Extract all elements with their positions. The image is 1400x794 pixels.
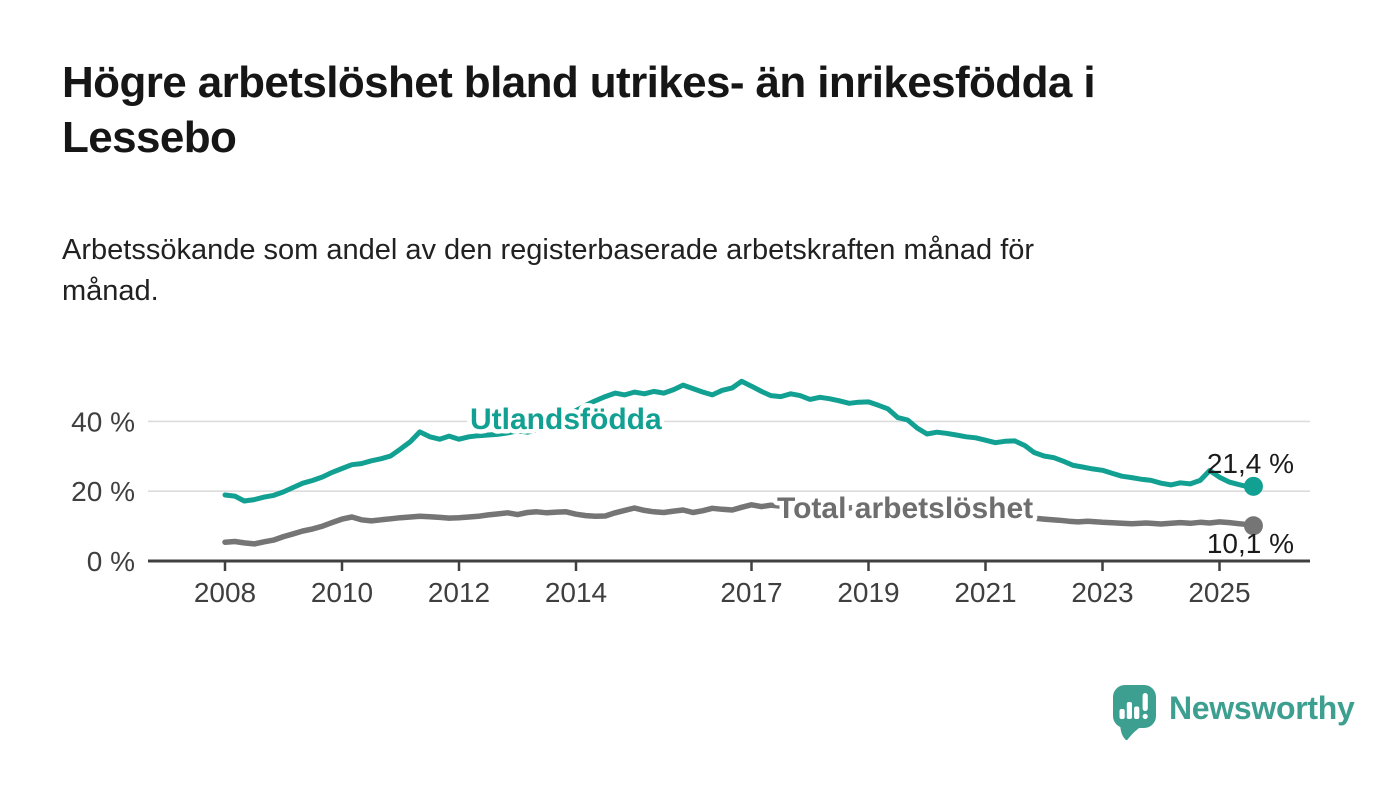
page-title-line-2: Lessebo (62, 112, 237, 162)
series-label-utlandsf-dda: Utlandsfödda (470, 403, 662, 436)
logo-bubble-tail (1120, 722, 1142, 741)
y-tick-label-40: 40 % (71, 406, 135, 437)
series-line-total-arbetsl-shet (222, 502, 1257, 547)
x-tick-label-2019: 2019 (837, 577, 899, 608)
page-subtitle: Arbetssökande som andel av den registerb… (62, 230, 1312, 312)
x-tick-label-2014: 2014 (545, 577, 607, 608)
series-label-total-arbetsl-shet: Total arbetslöshet (777, 492, 1033, 525)
page-subtitle-line-2: månad. (62, 275, 159, 308)
logo-exclamation-glyph (1142, 693, 1148, 719)
x-tick-label-2021: 2021 (954, 577, 1016, 608)
newsworthy-logo-icon (1113, 685, 1156, 741)
x-tick-label-2010: 2010 (311, 577, 373, 608)
logo-bar-chart-glyph (1119, 702, 1140, 719)
x-tick-label-2012: 2012 (428, 577, 490, 608)
y-tick-label-0: 0 % (87, 546, 135, 577)
series-end-dot-utlandsf-dda (1243, 476, 1263, 496)
series-end-value-utlandsf-dda: 21,4 % (1207, 448, 1294, 479)
y-tick-label-20: 20 % (71, 476, 135, 507)
page-title: Högre arbetslöshet bland utrikes- än inr… (62, 56, 1312, 165)
newsworthy-logo: Newsworthy (1112, 684, 1355, 742)
series-end-value-total-arbetsl-shet: 10,1 % (1207, 528, 1294, 559)
newsworthy-logo-text: Newsworthy (1169, 690, 1355, 726)
x-tick-label-2017: 2017 (720, 577, 782, 608)
page-title-line-1: Högre arbetslöshet bland utrikes- än inr… (62, 58, 1096, 107)
logo-bubble-shape (1113, 685, 1156, 728)
x-tick-label-2023: 2023 (1071, 577, 1133, 608)
page-subtitle-line-1: Arbetssökande som andel av den registerb… (62, 234, 1035, 266)
series-line-utlandsf-dda (222, 378, 1256, 504)
series-end-dot-total-arbetsl-shet (1243, 516, 1263, 536)
x-tick-label-2008: 2008 (194, 577, 256, 608)
x-tick-label-2025: 2025 (1188, 577, 1250, 608)
